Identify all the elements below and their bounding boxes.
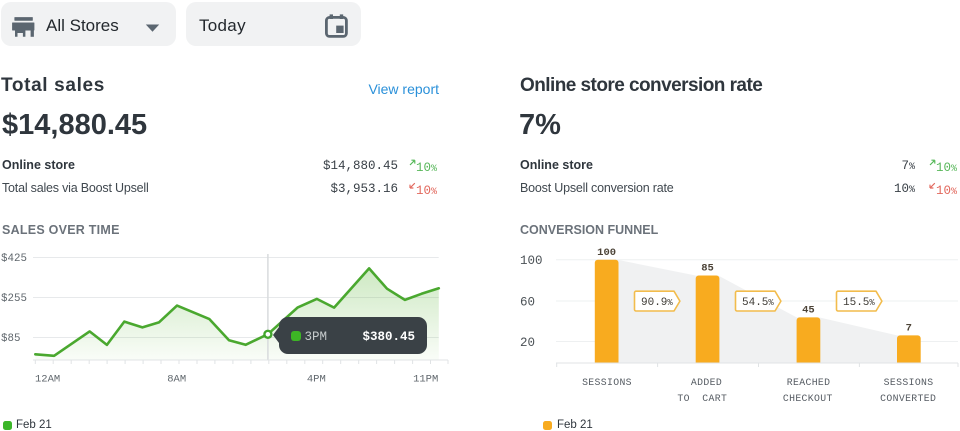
svg-text:45: 45 bbox=[802, 305, 815, 317]
svg-text:90.9%: 90.9% bbox=[641, 297, 673, 309]
svg-text:CHECKOUT: CHECKOUT bbox=[783, 393, 833, 404]
svg-text:54.5%: 54.5% bbox=[742, 297, 774, 309]
svg-text:15.5%: 15.5% bbox=[843, 297, 875, 309]
svg-text:CONVERTED: CONVERTED bbox=[880, 393, 936, 404]
svg-text:85: 85 bbox=[701, 263, 714, 275]
svg-text:11PM: 11PM bbox=[413, 374, 438, 386]
svg-text:7: 7 bbox=[906, 323, 912, 335]
svg-text:4PM: 4PM bbox=[307, 374, 326, 386]
svg-text:8AM: 8AM bbox=[167, 374, 186, 386]
svg-text:20: 20 bbox=[520, 336, 535, 350]
svg-text:$85: $85 bbox=[1, 333, 20, 345]
svg-text:ADDED: ADDED bbox=[691, 377, 722, 388]
svg-text:$425: $425 bbox=[1, 253, 27, 265]
svg-text:100: 100 bbox=[520, 254, 543, 268]
svg-text:100: 100 bbox=[597, 247, 616, 259]
svg-text:12AM: 12AM bbox=[35, 374, 60, 386]
svg-text:TO CART: TO CART bbox=[677, 393, 727, 404]
svg-text:REACHED: REACHED bbox=[787, 377, 831, 388]
svg-text:SESSIONS: SESSIONS bbox=[884, 377, 934, 388]
svg-text:60: 60 bbox=[520, 295, 535, 309]
svg-text:SESSIONS: SESSIONS bbox=[582, 377, 632, 388]
svg-text:$255: $255 bbox=[1, 293, 27, 305]
